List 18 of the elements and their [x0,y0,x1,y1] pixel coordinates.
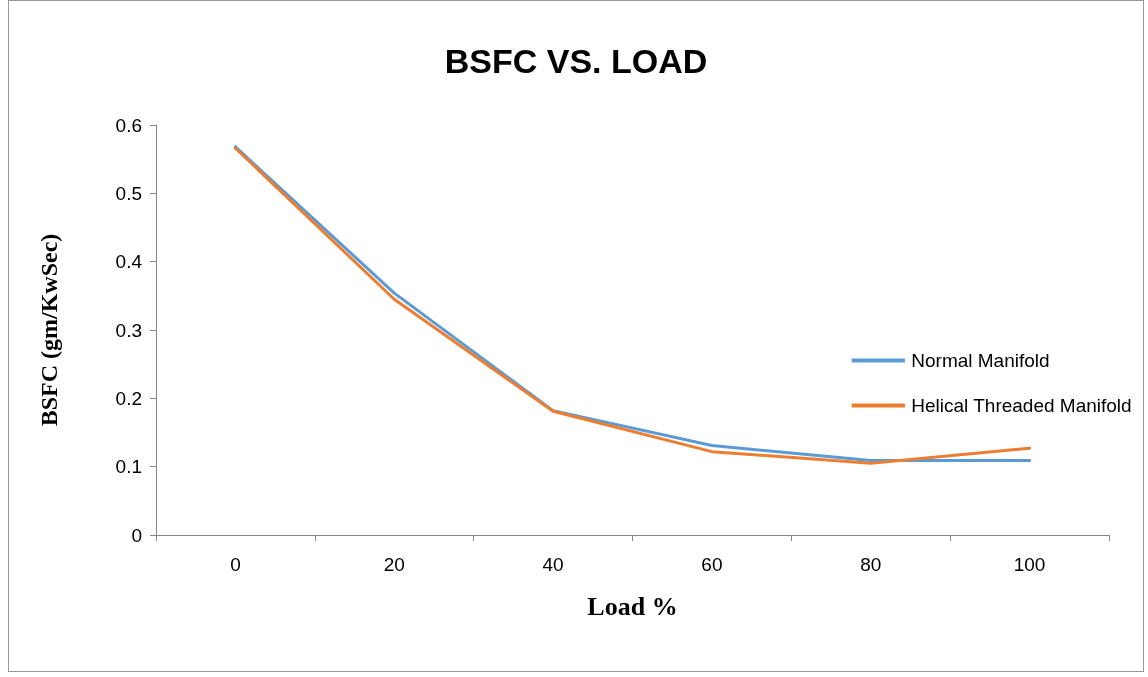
y-tick-label: 0.3 [115,319,142,341]
x-tick-label: 20 [383,554,405,575]
legend-label: Helical Threaded Manifold [911,395,1132,416]
y-tick-label: 0.6 [115,114,142,136]
x-tick-label: 0 [230,554,241,575]
x-tick-label: 40 [542,554,564,575]
y-tick-label: 0.4 [115,251,143,273]
y-tick-label: 0.1 [115,456,142,478]
x-tick-label: 100 [1013,554,1046,575]
x-axis-title: Load % [587,591,678,621]
x-tick-label: 60 [701,554,723,575]
y-tick-label: 0 [131,524,142,546]
y-tick-label: 0.2 [115,387,142,409]
y-tick-label: 0.5 [115,182,142,204]
legend-label: Normal Manifold [911,350,1050,371]
x-tick-label: 80 [860,554,882,575]
y-axis-title: BSFC (gm/KwSec) [36,233,62,427]
chart-title: BSFC VS. LOAD [444,42,708,80]
